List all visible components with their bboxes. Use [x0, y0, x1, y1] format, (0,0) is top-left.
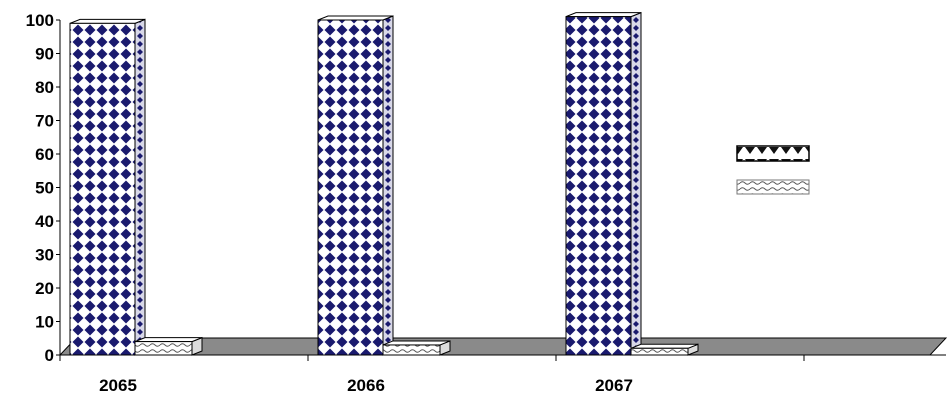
legend-key-series1 — [736, 145, 810, 162]
bar-series1-2066 — [317, 15, 394, 356]
bar-top — [69, 18, 146, 24]
y-tick-label: 10 — [35, 313, 54, 332]
y-tick-label: 0 — [45, 346, 54, 365]
bar-side — [630, 11, 642, 356]
bar-top — [565, 12, 642, 18]
bar-series2-2065 — [134, 336, 203, 356]
bar-series1-2065 — [69, 18, 146, 356]
bar-front — [382, 344, 441, 356]
legend-key-series2 — [736, 179, 810, 195]
y-tick-label: 30 — [35, 246, 54, 265]
y-tick-label: 50 — [35, 179, 54, 198]
y-tick-label: 80 — [35, 78, 54, 97]
bar-side — [134, 18, 146, 356]
bar-series2-2066 — [382, 340, 451, 356]
bar-series1-2067 — [565, 11, 642, 356]
bar-top — [382, 340, 451, 346]
y-tick-label: 100 — [26, 11, 54, 30]
bar-top — [134, 337, 203, 343]
y-tick-label: 40 — [35, 212, 54, 231]
bar-front — [565, 16, 632, 356]
y-tick-label: 20 — [35, 279, 54, 298]
y-tick-label: 60 — [35, 145, 54, 164]
y-tick-label: 90 — [35, 45, 54, 64]
bar-series2-2067 — [630, 343, 699, 356]
bar-top — [630, 343, 699, 349]
bar-front — [69, 22, 136, 356]
bar-front — [134, 341, 193, 356]
x-tick-label: 2066 — [347, 376, 385, 395]
bar-top — [317, 15, 394, 21]
y-tick-label: 70 — [35, 112, 54, 131]
x-tick-label: 2065 — [99, 376, 137, 395]
bar-front — [630, 347, 689, 356]
bar-front — [317, 19, 384, 356]
x-tick-label: 2067 — [595, 376, 633, 395]
bar-side — [382, 15, 394, 356]
